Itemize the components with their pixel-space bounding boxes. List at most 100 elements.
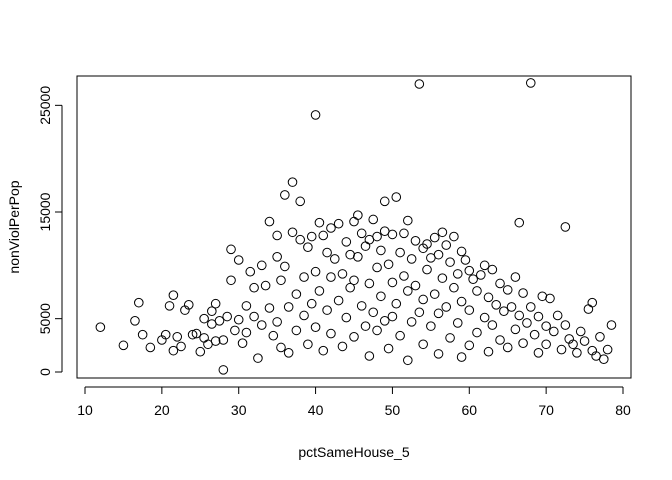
data-point [403, 215, 413, 226]
data-point [479, 312, 490, 323]
data-point [487, 264, 498, 275]
data-point [483, 292, 494, 303]
data-point [349, 332, 359, 342]
data-point [272, 230, 282, 241]
data-point [495, 278, 505, 289]
data-point [568, 339, 578, 350]
data-point [329, 254, 340, 264]
data-point [433, 349, 444, 359]
data-point [372, 325, 382, 336]
data-point [314, 217, 325, 228]
data-point [510, 272, 521, 282]
data-point [379, 316, 390, 326]
data-point [318, 230, 329, 241]
data-point [399, 271, 409, 281]
data-point [310, 322, 321, 333]
data-point [452, 269, 463, 279]
data-point [295, 196, 306, 207]
data-point [241, 301, 252, 311]
data-point [449, 282, 459, 293]
x-tick-label: 30 [231, 402, 247, 418]
data-point [272, 251, 282, 262]
data-point [210, 298, 221, 309]
data-point [556, 344, 567, 355]
data-point [218, 365, 229, 375]
data-point [418, 339, 428, 350]
data-point [368, 307, 379, 318]
data-point [199, 333, 209, 343]
data-point [237, 338, 248, 349]
data-point [207, 306, 217, 317]
data-point [364, 278, 375, 289]
data-point [333, 295, 344, 306]
data-point [137, 329, 148, 340]
data-point [241, 327, 252, 338]
data-point [606, 320, 617, 330]
data-point [529, 329, 540, 340]
data-point [187, 329, 198, 340]
data-point [387, 229, 398, 240]
data-point [299, 310, 309, 321]
data-point [433, 249, 444, 260]
data-point [506, 302, 517, 312]
data-point [472, 286, 482, 296]
data-point [268, 330, 279, 341]
data-point [579, 336, 590, 346]
data-point [518, 338, 528, 349]
data-point [341, 237, 352, 247]
data-point [552, 310, 563, 321]
data-point [522, 318, 532, 328]
data-point [276, 342, 286, 353]
x-tick-label: 80 [615, 402, 631, 418]
data-point [429, 289, 440, 299]
data-point [183, 300, 194, 310]
data-point [130, 316, 140, 326]
x-tick-label: 40 [308, 402, 324, 418]
data-point [310, 110, 321, 120]
data-point [191, 328, 202, 339]
data-point [476, 270, 486, 280]
y-axis-title: nonViolPerPop [6, 180, 22, 273]
data-point [326, 272, 336, 282]
data-point [364, 351, 375, 361]
data-point [533, 311, 544, 322]
data-point [306, 231, 317, 242]
data-point [172, 332, 183, 342]
data-point [406, 317, 417, 327]
data-point [464, 340, 475, 351]
data-point [372, 262, 382, 273]
data-point [449, 231, 459, 242]
data-point [95, 322, 106, 333]
data-point [226, 244, 236, 255]
data-point [383, 343, 394, 354]
data-point [514, 310, 525, 321]
data-point [283, 302, 294, 312]
data-point [256, 320, 267, 330]
data-point [502, 342, 513, 353]
data-point [525, 78, 536, 88]
data-point [333, 218, 344, 229]
data-point [399, 228, 409, 239]
data-point [541, 321, 551, 331]
data-point [464, 265, 475, 276]
data-point [452, 318, 463, 328]
data-point [199, 313, 209, 324]
data-point [260, 280, 271, 291]
data-point [456, 246, 467, 257]
y-tick-label: 25000 [37, 86, 53, 125]
data-point [541, 339, 551, 350]
data-point [499, 306, 509, 317]
data-point [291, 289, 302, 299]
data-point [372, 231, 382, 242]
data-point [326, 328, 336, 339]
data-point [356, 301, 367, 311]
data-point [510, 324, 521, 335]
data-point [226, 275, 236, 286]
data-point [306, 298, 317, 309]
data-point [391, 192, 402, 202]
data-point [356, 228, 367, 239]
data-point [414, 307, 425, 318]
x-axis-title: pctSameHouse_5 [298, 444, 410, 460]
y-tick-label: 0 [37, 368, 53, 376]
